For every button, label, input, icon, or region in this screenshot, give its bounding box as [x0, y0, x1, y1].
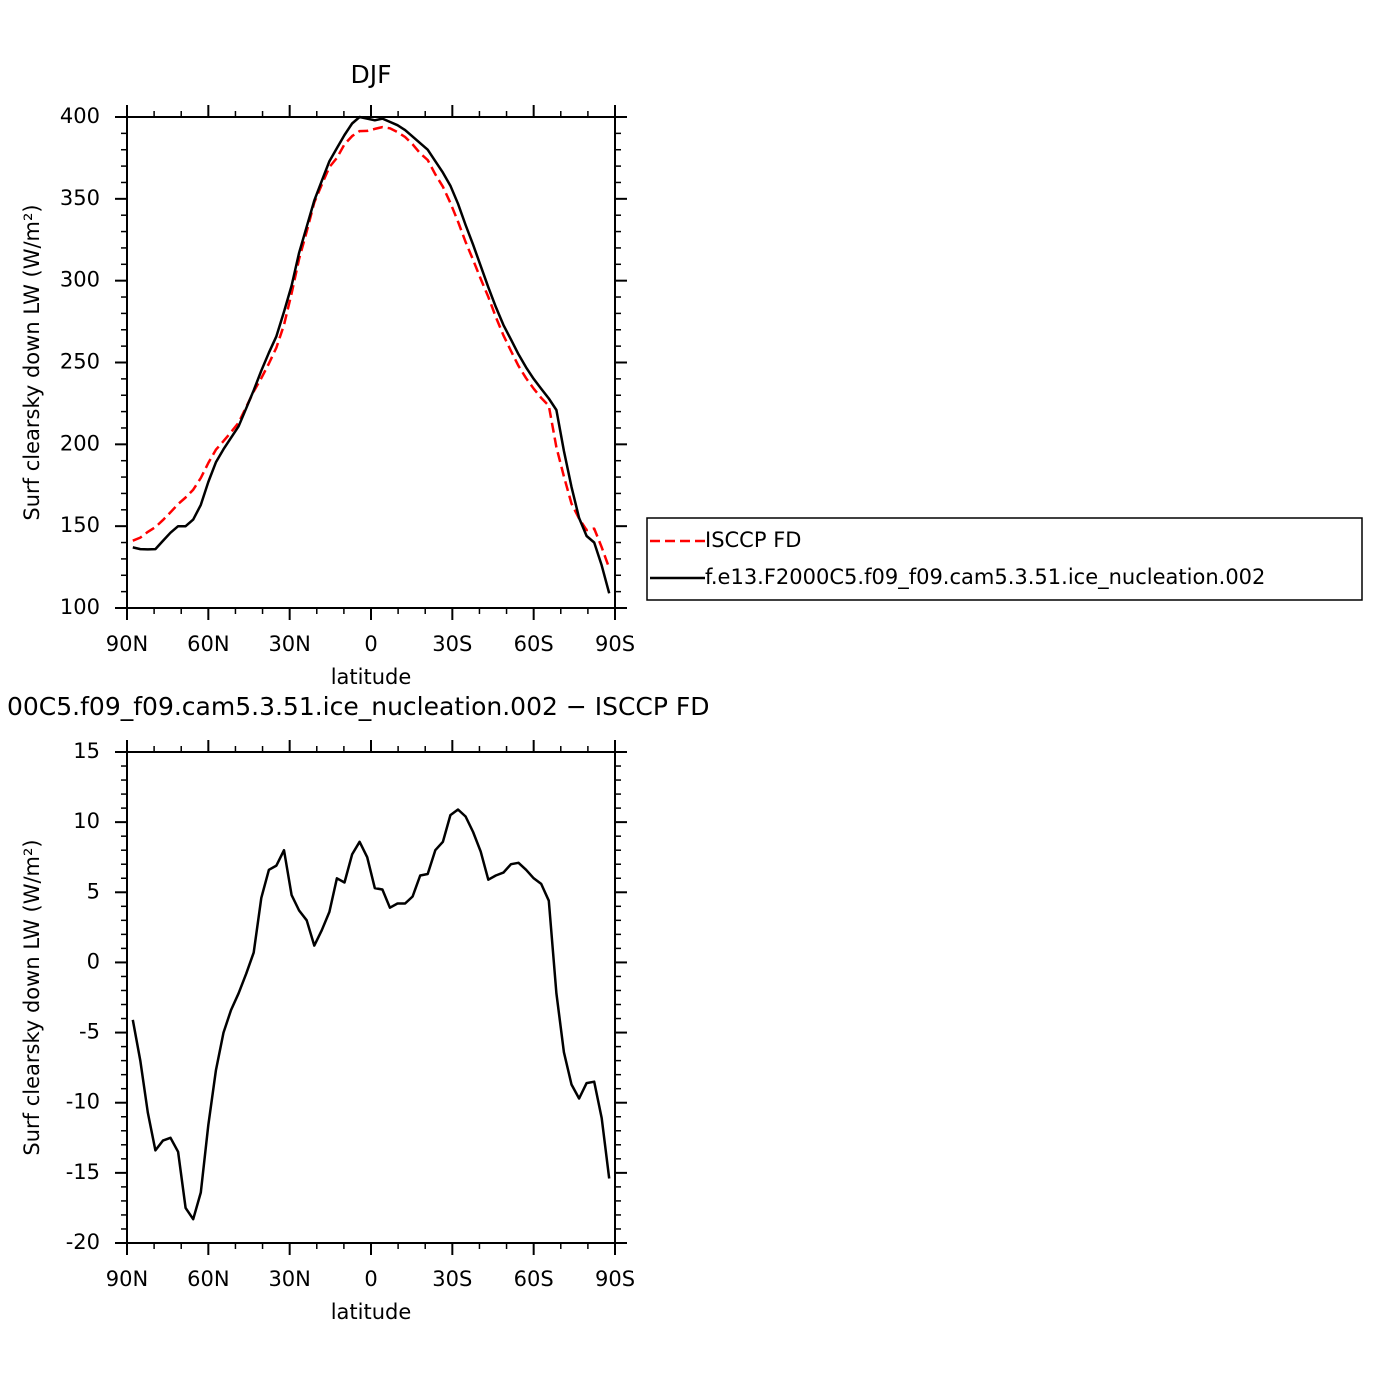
plot-frame	[126, 116, 616, 609]
legend-label: ISCCP FD	[705, 528, 801, 552]
y-tick-label: 0	[87, 949, 100, 973]
x-tick-label: 90S	[595, 1267, 635, 1291]
y-tick-label: 250	[60, 350, 100, 374]
x-tick-label: 30S	[432, 1267, 472, 1291]
legend-label: f.e13.F2000C5.f09_f09.cam5.3.51.ice_nucl…	[705, 565, 1265, 590]
y-tick-label: 10	[73, 809, 100, 833]
y-tick-label: 200	[60, 431, 100, 455]
x-tick-label: 90S	[595, 632, 635, 656]
y-tick-label: 350	[60, 186, 100, 210]
x-tick-label: 90N	[106, 632, 148, 656]
y-tick-label: -5	[79, 1020, 100, 1044]
x-axis-label: latitude	[331, 665, 412, 689]
y-tick-label: 100	[60, 595, 100, 619]
x-tick-label: 30N	[268, 1267, 310, 1291]
x-tick-label: 30S	[432, 632, 472, 656]
x-axis-label: latitude	[331, 1300, 412, 1324]
chart-title: 00C5.f09_f09.cam5.3.51.ice_nucleation.00…	[7, 692, 710, 721]
x-tick-label: 30N	[268, 632, 310, 656]
y-axis-label: Surf clearsky down LW (W/m²)	[20, 204, 44, 520]
x-tick-label: 90N	[106, 1267, 148, 1291]
y-tick-label: -15	[66, 1160, 100, 1184]
x-tick-label: 0	[364, 632, 377, 656]
legend-box	[646, 517, 1363, 601]
chart-title: DJF	[350, 60, 391, 89]
x-tick-label: 60N	[187, 632, 229, 656]
y-tick-label: 15	[73, 739, 100, 763]
y-tick-label: 150	[60, 513, 100, 537]
data-line	[132, 115, 611, 594]
data-line	[131, 808, 611, 1221]
x-tick-label: 60S	[514, 1267, 554, 1291]
x-tick-label: 60N	[187, 1267, 229, 1291]
y-tick-label: -20	[66, 1230, 100, 1254]
y-tick-label: 400	[60, 104, 100, 128]
y-axis-label: Surf clearsky down LW (W/m²)	[20, 839, 44, 1155]
y-tick-label: 5	[87, 879, 100, 903]
x-tick-label: 0	[364, 1267, 377, 1291]
x-tick-label: 60S	[514, 632, 554, 656]
y-tick-label: 300	[60, 268, 100, 292]
y-tick-label: -10	[66, 1090, 100, 1114]
data-line	[132, 125, 611, 569]
plot-frame	[126, 751, 616, 1244]
